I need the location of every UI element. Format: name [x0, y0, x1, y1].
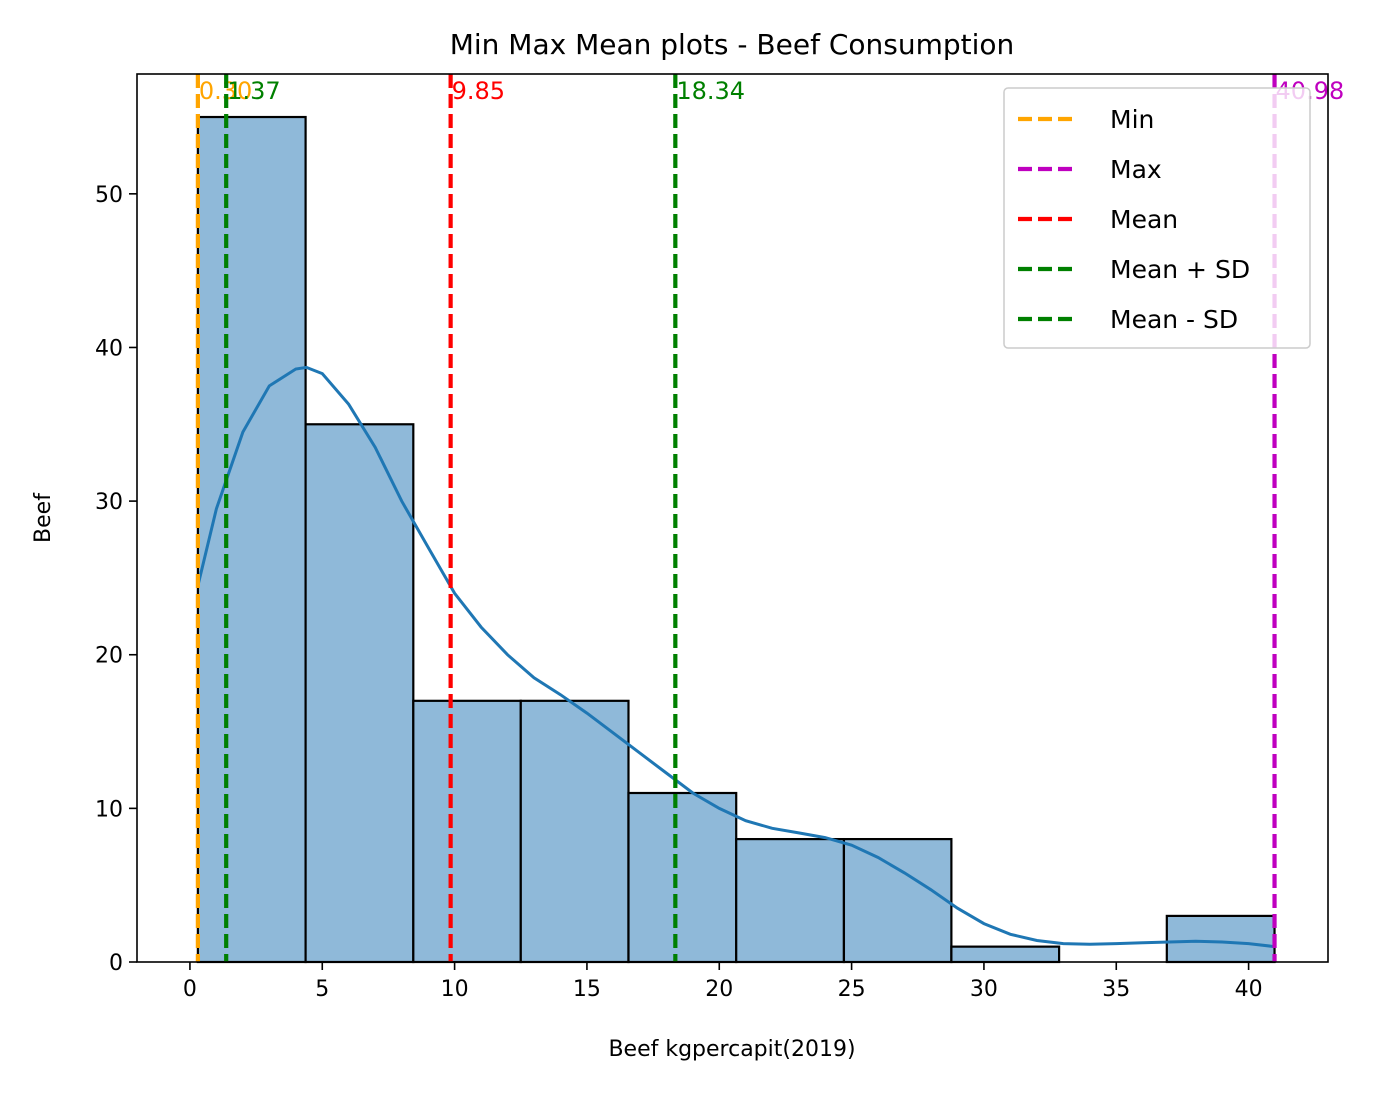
legend-label: Mean	[1110, 205, 1178, 234]
histogram-bar-7	[950, 945, 1061, 964]
y-tick-label: 10	[95, 797, 123, 822]
x-tick-label: 10	[441, 977, 469, 1002]
x-tick-label: 40	[1235, 977, 1263, 1002]
histogram-bar-9	[1165, 914, 1276, 964]
histogram-bar-4	[627, 791, 738, 964]
x-tick-label: 30	[970, 977, 998, 1002]
y-tick-label: 40	[95, 336, 123, 361]
legend-label: Max	[1110, 155, 1162, 184]
histogram-bar-1	[304, 423, 415, 964]
y-tick-label: 0	[109, 951, 123, 976]
x-tick-label: 5	[315, 977, 329, 1002]
y-tick-label: 20	[95, 644, 123, 669]
kde-curve	[196, 365, 1275, 949]
ref-label-mean: 9.85	[452, 77, 505, 105]
histogram-bar-3	[519, 699, 630, 964]
histogram-bar-2	[412, 699, 522, 964]
x-tick-label: 0	[183, 977, 197, 1002]
legend-label: Mean + SD	[1110, 255, 1250, 284]
ref-label-mean-minus-sd: 1.37	[227, 77, 280, 105]
histogram-bar-0	[196, 115, 307, 964]
y-tick-label: 50	[95, 183, 123, 208]
x-axis-label: Beef kgpercapit(2019)	[608, 1037, 855, 1062]
chart-title: Min Max Mean plots - Beef Consumption	[450, 28, 1015, 61]
x-tick-label: 25	[838, 977, 866, 1002]
x-tick-label: 35	[1102, 977, 1130, 1002]
x-tick-label: 15	[573, 977, 601, 1002]
y-axis-label: Beef	[31, 492, 56, 543]
ref-label-mean-minus-plus-minus-sd: 18.34	[676, 77, 745, 105]
x-tick-label: 20	[705, 977, 733, 1002]
plot-frame	[136, 73, 1329, 963]
legend-box	[1003, 87, 1311, 349]
legend-label: Min	[1110, 105, 1154, 134]
y-tick-label: 30	[95, 490, 123, 515]
histogram-bar-6	[842, 837, 953, 964]
legend-label: Mean - SD	[1110, 305, 1238, 334]
histogram-bar-5	[735, 837, 846, 964]
